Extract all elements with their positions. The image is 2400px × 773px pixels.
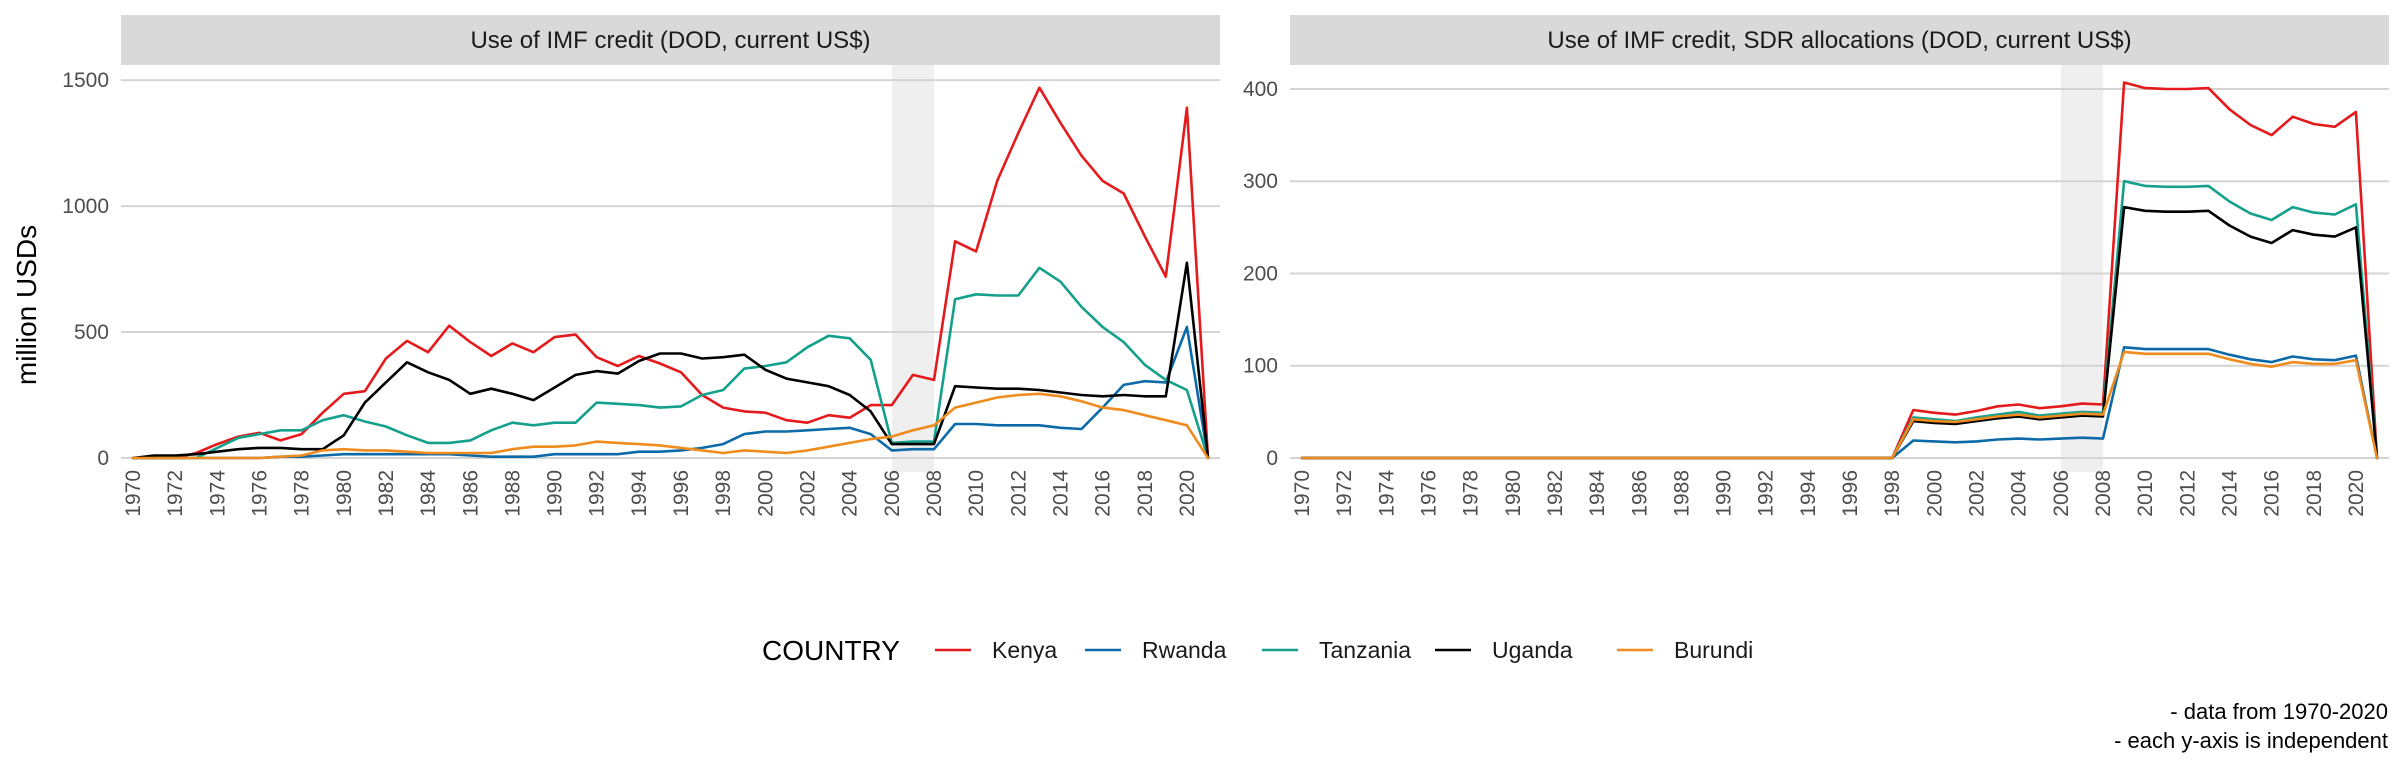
legend-label-burundi: Burundi — [1674, 637, 1753, 663]
x-tick-label: 1980 — [333, 470, 356, 517]
panel-2: Use of IMF credit, SDR allocations (DOD,… — [1243, 15, 2389, 517]
x-tick-label: 2016 — [1092, 470, 1115, 517]
x-tick-label: 1986 — [459, 470, 482, 517]
x-tick-label: 2010 — [2134, 470, 2157, 517]
series-line-rwanda — [131, 325, 1210, 460]
x-tick-label: 1972 — [164, 470, 187, 517]
x-tick-label: 1994 — [1797, 470, 1820, 517]
x-tick-label: 1988 — [1670, 470, 1693, 517]
x-tick-label: 2010 — [965, 470, 988, 517]
x-tick-label: 1986 — [1628, 470, 1651, 517]
x-tick-label: 1996 — [1839, 470, 1862, 517]
x-tick-label: 2008 — [923, 470, 946, 517]
y-axis-label: million USDs — [11, 225, 42, 385]
x-tick-label: 2020 — [2345, 470, 2368, 517]
panel-strip — [1290, 15, 2389, 65]
x-tick-label: 1970 — [122, 470, 145, 517]
y-tick-label: 1500 — [62, 69, 109, 92]
y-tick-label: 100 — [1243, 355, 1278, 378]
x-tick-label: 2006 — [2050, 470, 2073, 517]
x-tick-label: 1996 — [670, 470, 693, 517]
x-tick-label: 2004 — [839, 470, 862, 517]
legend-label-tanzania: Tanzania — [1319, 637, 1411, 663]
caption-line-2: - each y-axis is independent — [2114, 728, 2388, 753]
series-line-kenya — [131, 86, 1210, 460]
x-tick-label: 1976 — [248, 470, 271, 517]
x-tick-label: 2012 — [2176, 470, 2199, 517]
x-tick-label: 1998 — [712, 470, 735, 517]
x-tick-label: 1992 — [586, 470, 609, 517]
highlight-band — [891, 65, 934, 472]
panel-strip — [121, 15, 1220, 65]
caption-line-1: - data from 1970-2020 — [2170, 699, 2388, 724]
x-tick-label: 1990 — [544, 470, 567, 517]
legend-label-uganda: Uganda — [1492, 637, 1573, 663]
y-tick-label: 400 — [1243, 78, 1278, 101]
series-line-kenya — [1300, 81, 2379, 460]
x-tick-label: 2008 — [2092, 470, 2115, 517]
legend-title: COUNTRY — [762, 635, 900, 666]
x-tick-label: 1994 — [628, 470, 651, 517]
x-tick-label: 1972 — [1333, 470, 1356, 517]
x-tick-label: 2014 — [2218, 470, 2241, 517]
series-line-tanzania — [1300, 179, 2379, 460]
panel-title: Use of IMF credit, SDR allocations (DOD,… — [1547, 27, 2131, 54]
x-tick-label: 1982 — [375, 470, 398, 517]
x-tick-label: 1992 — [1755, 470, 1778, 517]
x-tick-label: 1976 — [1417, 470, 1440, 517]
x-tick-label: 2012 — [1007, 470, 1030, 517]
x-tick-label: 1982 — [1544, 470, 1567, 517]
legend-label-rwanda: Rwanda — [1142, 637, 1227, 663]
series-line-burundi — [1300, 350, 2379, 460]
x-tick-label: 2020 — [1176, 470, 1199, 517]
x-tick-label: 1978 — [291, 470, 314, 517]
series-line-rwanda — [1300, 345, 2379, 460]
x-tick-label: 1990 — [1713, 470, 1736, 517]
x-tick-label: 1980 — [1502, 470, 1525, 517]
x-tick-label: 2014 — [1049, 470, 1072, 517]
x-tick-label: 1970 — [1291, 470, 1314, 517]
x-tick-label: 1974 — [1375, 470, 1398, 517]
x-tick-label: 2000 — [1923, 470, 1946, 517]
x-tick-label: 1998 — [1881, 470, 1904, 517]
legend: COUNTRY Kenya Rwanda Tanzania Uganda Burundi — [762, 635, 1753, 666]
x-tick-label: 2018 — [2303, 470, 2326, 517]
x-tick-label: 2002 — [797, 470, 820, 517]
x-tick-label: 1978 — [1460, 470, 1483, 517]
y-tick-label: 300 — [1243, 170, 1278, 193]
y-tick-label: 1000 — [62, 195, 109, 218]
panels: Use of IMF credit (DOD, current US$) 0 500… — [62, 15, 2389, 517]
series-line-uganda — [1300, 205, 2379, 460]
x-tick-label: 2002 — [1966, 470, 1989, 517]
x-tick-label: 2004 — [2008, 470, 2031, 517]
x-tick-label: 1988 — [501, 470, 524, 517]
x-tick-label: 2006 — [881, 470, 904, 517]
panel-1: Use of IMF credit (DOD, current US$) 0 500… — [62, 15, 1220, 517]
x-tick-label: 2018 — [1134, 470, 1157, 517]
x-tick-label: 1984 — [417, 470, 440, 517]
y-tick-label: 0 — [97, 447, 109, 470]
y-tick-label: 0 — [1266, 447, 1278, 470]
x-tick-label: 2000 — [754, 470, 777, 517]
series-line-burundi — [131, 392, 1210, 460]
x-tick-label: 1974 — [206, 470, 229, 517]
legend-label-kenya: Kenya — [992, 637, 1057, 663]
y-tick-label: 500 — [74, 321, 109, 344]
x-tick-label: 1984 — [1586, 470, 1609, 517]
series-line-uganda — [131, 261, 1210, 460]
series-line-tanzania — [131, 266, 1210, 460]
panel-title: Use of IMF credit (DOD, current US$) — [470, 27, 870, 54]
y-tick-label: 200 — [1243, 262, 1278, 285]
x-tick-label: 2016 — [2261, 470, 2284, 517]
